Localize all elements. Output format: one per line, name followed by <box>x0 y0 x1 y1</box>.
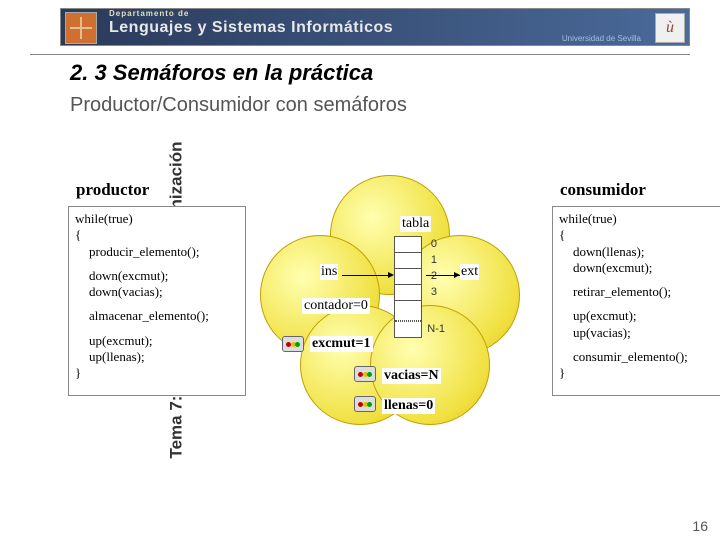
tabla-cell: 2 <box>395 269 421 285</box>
banner-dept: Departamento de <box>109 9 189 18</box>
ext-label: ext <box>460 264 479 280</box>
vacias-label: vacias=N <box>382 368 441 384</box>
ins-arrow-line <box>342 275 392 276</box>
tabla-label: tabla <box>400 216 431 232</box>
code-line: up(excmut); <box>75 333 239 349</box>
tabla-index: 0 <box>431 238 437 250</box>
tabla-cell-gap <box>395 301 421 321</box>
code-line: } <box>75 365 239 381</box>
label-productor: productor <box>76 180 149 200</box>
code-line: } <box>559 365 720 381</box>
semaphore-icon <box>354 366 376 382</box>
code-line: up(excmut); <box>559 308 720 324</box>
ins-arrow-head-icon <box>388 272 394 278</box>
tabla-cell: N-1 <box>395 321 421 337</box>
banner-title: Lenguajes y Sistemas Informáticos <box>109 19 393 37</box>
dept-logo-icon <box>65 12 97 44</box>
slide-subtitle: Productor/Consumidor con semáforos <box>70 94 407 117</box>
banner-university: Universidad de Sevilla <box>562 34 641 43</box>
code-line: almacenar_elemento(); <box>75 308 239 324</box>
tabla-cell: 1 <box>395 253 421 269</box>
ins-label: ins <box>320 264 338 280</box>
ext-arrow-head-icon <box>454 272 460 278</box>
tabla-cell: 0 <box>395 237 421 253</box>
code-line: { <box>75 227 239 243</box>
code-line: while(true) <box>75 211 239 227</box>
code-line: consumir_elemento(); <box>559 349 720 365</box>
divider <box>30 54 690 55</box>
tabla-cell: 3 <box>395 285 421 301</box>
tabla-buffer: 0 1 2 3 N-1 <box>394 236 422 338</box>
excmut-label: excmut=1 <box>310 336 373 352</box>
tabla-index: 2 <box>431 270 437 282</box>
code-line: up(llenas); <box>75 349 239 365</box>
code-line: down(excmut); <box>559 260 720 276</box>
slide-title: 2. 3 Semáforos en la práctica <box>70 60 373 86</box>
page-number: 16 <box>692 518 708 534</box>
code-line: up(vacias); <box>559 325 720 341</box>
semaphore-icon <box>282 336 304 352</box>
label-consumidor: consumidor <box>560 180 646 200</box>
header-banner: Departamento de Lenguajes y Sistemas Inf… <box>60 8 690 46</box>
code-line: down(excmut); <box>75 268 239 284</box>
code-line: down(vacias); <box>75 284 239 300</box>
university-seal-icon: ù <box>655 13 685 43</box>
code-line: { <box>559 227 720 243</box>
producer-code-box: while(true) { producir_elemento(); down(… <box>68 206 246 396</box>
code-line: producir_elemento(); <box>75 244 239 260</box>
code-line: down(llenas); <box>559 244 720 260</box>
tabla-index: N-1 <box>427 323 445 335</box>
tabla-index: 3 <box>431 286 437 298</box>
contador-label: contador=0 <box>302 298 370 314</box>
consumer-code-box: while(true) { down(llenas); down(excmut)… <box>552 206 720 396</box>
code-line: while(true) <box>559 211 720 227</box>
llenas-label: llenas=0 <box>382 398 435 414</box>
semaphore-icon <box>354 396 376 412</box>
tabla-index: 1 <box>431 254 437 266</box>
code-line: retirar_elemento(); <box>559 284 720 300</box>
